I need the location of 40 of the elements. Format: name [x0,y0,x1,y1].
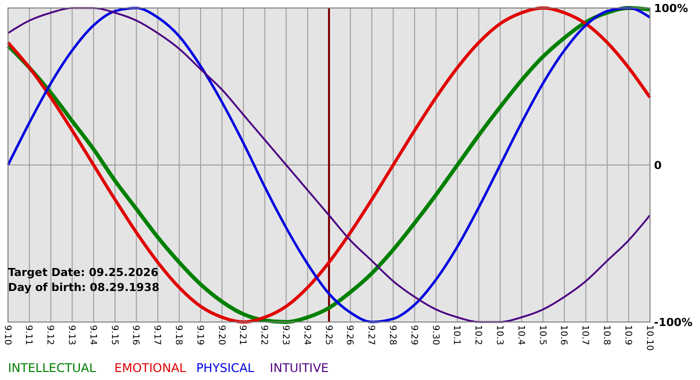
x-tick-label: 9.15 [108,325,119,346]
x-tick-label: 9.22 [258,325,269,346]
annotation: Target Date: 09.25.2026 [8,266,159,279]
x-tick-label: 9.20 [216,325,226,346]
x-tick-label: 9.14 [87,325,98,346]
x-tick-label: 9.11 [23,325,34,346]
x-tick-label: 9.19 [194,325,204,346]
x-tick-label: 9.24 [301,325,312,346]
x-tick-label: 9.30 [430,325,440,346]
x-tick-label: 10.9 [622,325,632,346]
x-tick-label: 10.2 [472,325,483,346]
x-tick-label: 9.29 [408,325,418,346]
x-tick-label: 9.25 [322,325,333,346]
x-tick-label: 10.7 [580,325,590,346]
x-tick-label: 10.4 [515,325,526,346]
x-tick-label: 10.3 [494,325,504,346]
x-tick-label: 9.10 [2,325,12,346]
x-tick-label: 9.28 [387,325,398,346]
text: EMOTIONAL [114,361,186,375]
x-tick-label: 9.21 [237,325,248,346]
y-tick-label: -100% [654,316,693,329]
x-tick-label: 10.5 [536,325,547,346]
x-tick-label: 9.18 [173,325,184,346]
x-tick-label: 10.8 [601,325,612,346]
x-tick-label: 9.26 [344,325,354,346]
y-tick-label: 0 [654,158,662,172]
text: PHYSICAL [196,361,255,375]
x-tick-label: 10.6 [558,325,568,346]
x-tick-label: 9.23 [280,325,290,346]
x-tick-label: 9.16 [130,325,140,346]
text: INTELLECTUAL [8,361,96,375]
x-tick-label: 9.12 [44,325,55,346]
x-tick-label: 10.1 [451,325,462,346]
annotation: Day of birth: 08.29.1938 [8,281,160,294]
x-tick-label: 10.10 [644,325,654,352]
x-tick-label: 9.17 [152,325,162,346]
x-tick-label: 9.13 [66,325,76,346]
x-tick-label: 9.27 [366,325,376,346]
text: INTUITIVE [270,361,329,375]
y-tick-label: 100% [654,2,688,15]
